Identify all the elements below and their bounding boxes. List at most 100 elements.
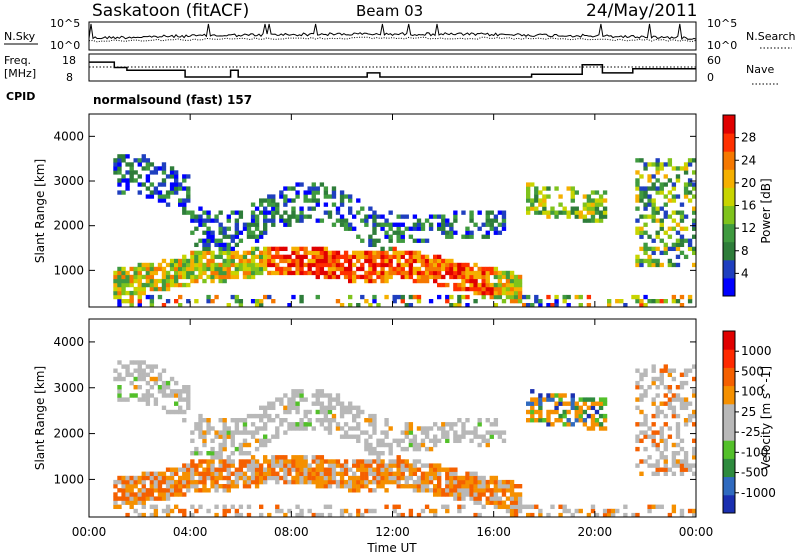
power-cell <box>461 210 466 215</box>
velocity-cell <box>161 389 167 394</box>
velocity-cell <box>408 508 414 514</box>
power-cell <box>408 226 414 231</box>
velocity-cell <box>348 484 353 489</box>
power-cell <box>356 303 361 308</box>
power-cell <box>153 166 159 171</box>
power-cell <box>433 214 438 219</box>
power-cell <box>157 286 163 292</box>
velocity-cell <box>348 488 353 493</box>
power-cell <box>675 242 681 248</box>
velocity-cell <box>477 418 482 423</box>
velocity-cell <box>412 467 418 472</box>
power-cell <box>149 194 155 199</box>
freq-trace <box>89 61 696 78</box>
power-cell <box>635 254 640 260</box>
power-cell <box>501 226 507 231</box>
power-cell <box>376 274 381 280</box>
power-cell <box>210 266 215 272</box>
velocity-cell <box>295 459 300 464</box>
power-cell <box>651 262 656 268</box>
power-cell <box>267 258 272 264</box>
velocity-cell <box>651 380 656 386</box>
velocity-cell <box>360 484 365 489</box>
power-cell <box>145 294 151 300</box>
power-cell <box>530 182 535 187</box>
velocity-cell <box>174 484 179 489</box>
power-cell <box>473 274 478 280</box>
velocity-cell <box>598 405 604 411</box>
velocity-cell <box>530 401 535 406</box>
velocity-cell <box>465 430 470 435</box>
power-cell <box>392 299 397 304</box>
velocity-cell <box>534 401 539 406</box>
power-cell <box>679 214 685 219</box>
velocity-cell <box>526 418 531 423</box>
power-cell <box>356 266 361 272</box>
velocity-cell <box>692 512 697 518</box>
velocity-cell <box>570 422 575 427</box>
velocity-cell <box>145 492 151 497</box>
power-cell <box>190 278 195 284</box>
power-cell <box>331 186 337 191</box>
velocity-cell <box>424 426 430 431</box>
power-cell <box>230 234 235 239</box>
power-cell <box>222 226 227 231</box>
power-cell <box>319 266 325 272</box>
velocity-cell <box>671 442 677 448</box>
power-cell <box>174 270 179 276</box>
velocity-cell <box>234 512 240 518</box>
power-cell <box>117 274 122 280</box>
power-cell <box>129 162 134 167</box>
power-cell <box>384 230 389 235</box>
power-cell <box>263 222 268 227</box>
velocity-cell <box>343 459 349 464</box>
velocity-cell <box>574 508 579 514</box>
velocity-cell <box>445 504 450 510</box>
power-cell <box>400 214 405 219</box>
velocity-cell <box>206 463 211 468</box>
power-cell <box>279 246 284 252</box>
velocity-cell <box>335 479 341 485</box>
velocity-cell <box>198 434 203 439</box>
velocity-cell <box>643 434 648 439</box>
power-cell <box>364 278 369 284</box>
power-cell <box>137 290 142 296</box>
power-cell <box>291 198 296 203</box>
velocity-cell <box>663 413 668 419</box>
power-cell <box>376 262 381 268</box>
velocity-cell <box>165 488 171 493</box>
power-cell <box>331 262 337 268</box>
power-cell <box>202 218 207 223</box>
velocity-cell <box>303 463 308 468</box>
power-cell <box>489 218 494 223</box>
power-cell <box>169 174 175 179</box>
velocity-cell <box>182 479 187 485</box>
power-cell <box>416 266 422 272</box>
velocity-cell <box>602 413 608 419</box>
power-cell <box>598 194 604 199</box>
power-cell <box>509 282 515 288</box>
velocity-cell <box>323 409 329 415</box>
velocity-cell <box>590 397 596 402</box>
y-tick-label: 3000 <box>53 174 84 188</box>
power-cell <box>388 258 393 264</box>
velocity-cell <box>263 409 268 415</box>
velocity-cell <box>376 459 381 464</box>
power-cell <box>113 170 118 175</box>
power-cell <box>174 258 179 264</box>
velocity-cell <box>356 438 361 444</box>
power-cell <box>416 278 422 284</box>
power-cell <box>198 266 203 272</box>
power-cell <box>481 270 486 276</box>
velocity-cell <box>453 492 458 497</box>
power-cell <box>129 303 134 308</box>
velocity-cell <box>141 492 146 497</box>
power-cell <box>271 206 276 211</box>
power-cell <box>178 270 183 276</box>
velocity-colorbar-tick-label: 100 <box>741 385 764 399</box>
power-cell <box>113 282 118 288</box>
power-cell <box>530 206 535 211</box>
power-cell <box>424 270 430 276</box>
power-cell <box>133 266 138 272</box>
velocity-cell <box>331 413 337 419</box>
